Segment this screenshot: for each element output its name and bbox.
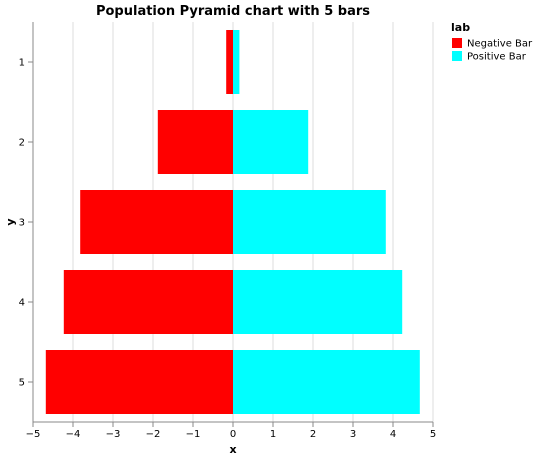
legend-label-positive-bar: Positive Bar	[467, 52, 527, 63]
x-axis-title: x	[229, 443, 236, 456]
positive-bar-1	[233, 30, 240, 94]
bars	[45, 30, 420, 414]
positive-bar-5	[233, 350, 420, 414]
chart-title: Population Pyramid chart with 5 bars	[96, 4, 370, 19]
legend: lab Negative Bar Positive Bar	[451, 21, 533, 63]
positive-bar-3	[233, 190, 386, 254]
x-tick-label: 1	[270, 429, 276, 440]
x-tick-label: 3	[350, 429, 356, 440]
legend-title: lab	[451, 21, 470, 34]
x-tick-label: 2	[310, 429, 316, 440]
negative-bar-1	[226, 30, 233, 94]
negative-bar-4	[63, 270, 233, 334]
x-tick-label: −4	[66, 429, 81, 440]
x-tick-label: 4	[390, 429, 396, 440]
y-axis-ticks: 1 2 3 4 5	[19, 58, 33, 389]
negative-bar-3	[80, 190, 233, 254]
legend-swatch-positive-bar	[452, 51, 462, 61]
y-tick-label: 1	[19, 58, 25, 69]
y-tick-label: 3	[19, 218, 25, 229]
x-tick-label: 0	[230, 429, 236, 440]
negative-bar-2	[157, 110, 233, 174]
x-tick-label: 5	[430, 429, 436, 440]
y-tick-label: 2	[19, 138, 25, 149]
x-tick-label: −3	[106, 429, 121, 440]
legend-swatch-negative-bar	[452, 38, 462, 48]
positive-bar-2	[233, 110, 309, 174]
legend-label-negative-bar: Negative Bar	[467, 39, 533, 50]
x-tick-label: −1	[186, 429, 201, 440]
y-tick-label: 5	[19, 378, 25, 389]
positive-bar-4	[233, 270, 403, 334]
x-tick-label: −5	[26, 429, 41, 440]
y-axis-title: y	[4, 218, 17, 225]
x-tick-label: −2	[146, 429, 161, 440]
x-axis-ticks: −5 −4 −3 −2 −1 0 1 2 3 4 5	[26, 422, 436, 440]
y-tick-label: 4	[19, 298, 25, 309]
negative-bar-5	[45, 350, 233, 414]
